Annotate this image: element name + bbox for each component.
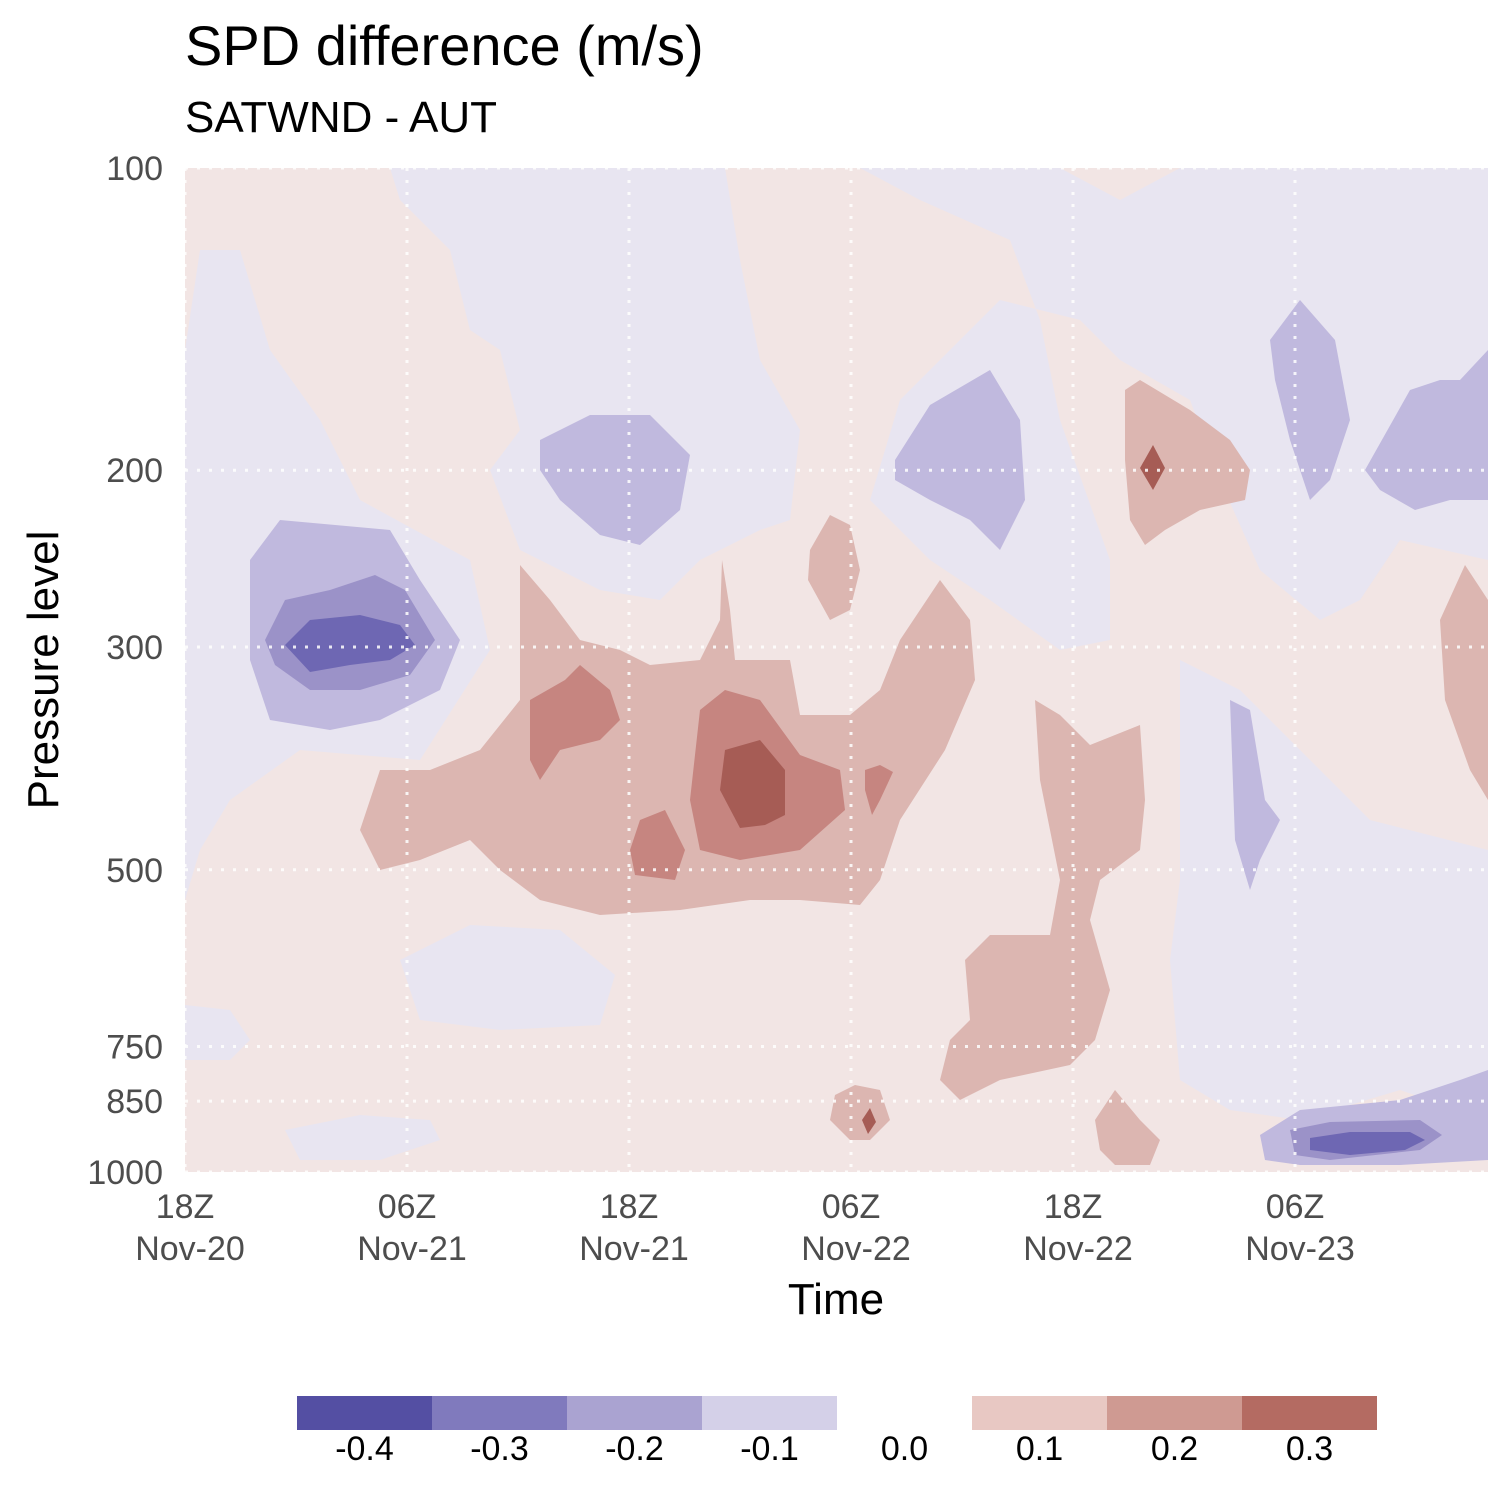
legend-label: -0.3 xyxy=(470,1430,529,1468)
chart-title: SPD difference (m/s) xyxy=(185,14,704,77)
x-tick-label: 06Z xyxy=(378,1188,437,1226)
contour-positive-03 xyxy=(720,445,1165,1134)
legend-swatch xyxy=(972,1396,1107,1430)
legend-label: 0.2 xyxy=(1151,1430,1198,1468)
x-tick-label: Nov-22 xyxy=(1023,1230,1133,1268)
y-tick-label: 750 xyxy=(106,1029,163,1067)
x-axis-ticks: 18Z Nov-20 06Z Nov-21 18Z Nov-21 06Z Nov-22 18Z N… xyxy=(135,1188,1355,1268)
x-axis-title: Time xyxy=(788,1275,884,1324)
contour-negative-04 xyxy=(285,615,1425,1155)
y-tick-label: 200 xyxy=(106,452,163,490)
dotted-grid xyxy=(185,168,1488,1172)
x-tick-label: 18Z xyxy=(156,1188,215,1226)
legend-swatch xyxy=(1242,1396,1377,1430)
legend-swatch xyxy=(567,1396,702,1430)
colorbar-legend: -0.4 -0.3 -0.2 -0.1 0.0 0.1 0.2 0.3 xyxy=(297,1396,1377,1468)
y-tick-label: 850 xyxy=(106,1083,163,1121)
y-tick-label: 500 xyxy=(106,852,163,890)
x-tick-label: 18Z xyxy=(1044,1188,1103,1226)
x-tick-label: Nov-21 xyxy=(357,1230,467,1268)
legend-label: -0.1 xyxy=(740,1430,799,1468)
y-axis-ticks: 100 200 300 500 750 850 1000 xyxy=(87,150,163,1192)
y-axis-title: Pressure level xyxy=(19,531,68,810)
legend-label: 0.3 xyxy=(1286,1430,1333,1468)
x-tick-label: Nov-21 xyxy=(579,1230,689,1268)
x-tick-label: 06Z xyxy=(1266,1188,1325,1226)
legend-swatch xyxy=(432,1396,567,1430)
x-tick-label: Nov-23 xyxy=(1245,1230,1355,1268)
legend-label: -0.2 xyxy=(605,1430,664,1468)
legend-label: -0.4 xyxy=(335,1430,394,1468)
y-tick-label: 100 xyxy=(106,150,163,188)
legend-label: 0.1 xyxy=(1016,1430,1063,1468)
y-tick-label: 1000 xyxy=(87,1154,163,1192)
x-tick-label: Nov-22 xyxy=(801,1230,911,1268)
x-tick-label: 18Z xyxy=(600,1188,659,1226)
legend-swatch xyxy=(297,1396,432,1430)
chart-subtitle: SATWND - AUT xyxy=(185,93,497,142)
x-tick-label: 06Z xyxy=(822,1188,881,1226)
plot-area xyxy=(185,168,1488,1172)
y-tick-label: 300 xyxy=(106,629,163,667)
legend-swatch xyxy=(1107,1396,1242,1430)
legend-swatch xyxy=(702,1396,837,1430)
legend-label-zero: 0.0 xyxy=(881,1430,928,1468)
x-tick-label: Nov-20 xyxy=(135,1230,245,1268)
